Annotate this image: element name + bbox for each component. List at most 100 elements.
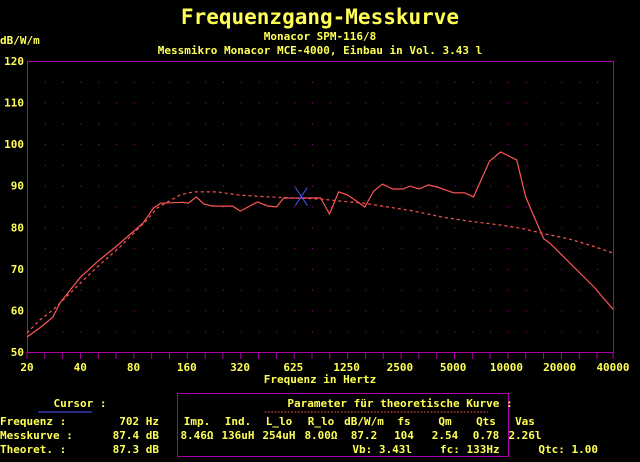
grid-dot xyxy=(205,289,207,291)
grid-dot xyxy=(258,310,260,312)
y-tick-label: 60 xyxy=(11,304,24,317)
grid-dot xyxy=(543,310,545,312)
speaker-model: Monacor SPM-116/8 xyxy=(264,30,377,43)
grid-dot xyxy=(454,206,456,208)
grid-dot xyxy=(312,289,313,291)
grid-dot xyxy=(543,331,545,333)
grid-dot xyxy=(98,123,100,125)
grid-dot xyxy=(312,102,313,104)
grid-dot xyxy=(240,289,242,291)
grid-dot xyxy=(151,206,153,208)
grid-dot xyxy=(329,144,331,146)
grid-dot xyxy=(597,331,598,333)
grid-dot xyxy=(151,123,153,125)
grid-dot xyxy=(294,185,296,187)
grid-dot xyxy=(205,185,207,187)
grid-dot xyxy=(98,227,100,229)
grid-dot xyxy=(490,144,492,146)
cursor-marker[interactable] xyxy=(294,187,308,206)
grid-dot xyxy=(205,310,207,312)
grid xyxy=(44,81,598,333)
grid-dot xyxy=(436,227,438,229)
grid-dot xyxy=(579,310,581,312)
grid-dot xyxy=(561,123,563,125)
grid-dot xyxy=(508,81,509,83)
grid-dot xyxy=(62,331,64,333)
grid-dot xyxy=(258,206,260,208)
cursor-row-theoretical: Theoret. : 87.3 dB xyxy=(0,443,159,456)
grid-dot xyxy=(347,144,349,146)
grid-dot xyxy=(401,206,403,208)
grid-dot xyxy=(205,227,207,229)
grid-dot xyxy=(44,102,46,104)
grid-dot xyxy=(561,185,563,187)
x-tick-label: 10000 xyxy=(490,361,523,374)
grid-dot xyxy=(490,185,492,187)
grid-dot xyxy=(365,81,367,83)
grid-dot xyxy=(543,185,545,187)
grid-dot xyxy=(116,206,118,208)
grid-dot xyxy=(44,123,46,125)
param-header: L_lo xyxy=(266,415,293,428)
grid-dot xyxy=(44,268,46,270)
grid-dot xyxy=(258,289,260,291)
grid-dot xyxy=(597,185,598,187)
grid-dot xyxy=(169,123,171,125)
grid-dot xyxy=(276,227,278,229)
grid-dot xyxy=(294,123,296,125)
grid-dot xyxy=(187,123,189,125)
param-value: 136uH xyxy=(221,429,254,442)
grid-dot xyxy=(240,164,242,166)
grid-dot xyxy=(80,81,82,83)
grid-dot xyxy=(276,310,278,312)
grid-dot xyxy=(418,164,420,166)
y-tick-label: 50 xyxy=(11,346,24,359)
grid-dot xyxy=(151,248,153,250)
x-tick-label: 2500 xyxy=(387,361,414,374)
grid-dot xyxy=(294,289,296,291)
grid-dot xyxy=(418,331,420,333)
grid-dot xyxy=(347,248,349,250)
grid-dot xyxy=(276,102,278,104)
grid-dot xyxy=(418,123,420,125)
grid-dot xyxy=(222,248,224,250)
grid-dot xyxy=(436,268,438,270)
grid-dot xyxy=(44,331,46,333)
grid-dot xyxy=(472,185,474,187)
grid-dot xyxy=(44,185,46,187)
grid-dot xyxy=(579,206,581,208)
grid-dot xyxy=(490,102,492,104)
grid-dot xyxy=(222,331,224,333)
grid-dot xyxy=(472,144,474,146)
grid-dot xyxy=(205,144,207,146)
grid-dot xyxy=(436,248,438,250)
grid-dot xyxy=(276,331,278,333)
grid-dot xyxy=(347,123,349,125)
grid-dot xyxy=(133,206,135,208)
grid-dot xyxy=(597,289,598,291)
grid-dot xyxy=(436,185,438,187)
param-value: 8.46Ω xyxy=(180,429,213,442)
cursor-value: 87.4 dB xyxy=(113,429,160,442)
x-tick-label: 320 xyxy=(230,361,250,374)
grid-dot xyxy=(525,123,527,125)
grid-dot xyxy=(62,185,64,187)
grid-dot xyxy=(133,268,135,270)
curves xyxy=(26,151,614,338)
grid-dot xyxy=(98,144,100,146)
param-value: 2.26l xyxy=(508,429,541,442)
grid-dot xyxy=(561,248,563,250)
grid-dot xyxy=(276,268,278,270)
grid-dot xyxy=(347,81,349,83)
grid-dot xyxy=(98,268,100,270)
grid-dot xyxy=(490,310,492,312)
grid-dot xyxy=(151,227,153,229)
grid-dot xyxy=(222,164,224,166)
grid-dot xyxy=(472,102,474,104)
grid-dot xyxy=(169,268,171,270)
grid-dot xyxy=(525,206,527,208)
grid-dot xyxy=(222,123,224,125)
grid-dot xyxy=(347,206,349,208)
grid-dot xyxy=(80,227,82,229)
